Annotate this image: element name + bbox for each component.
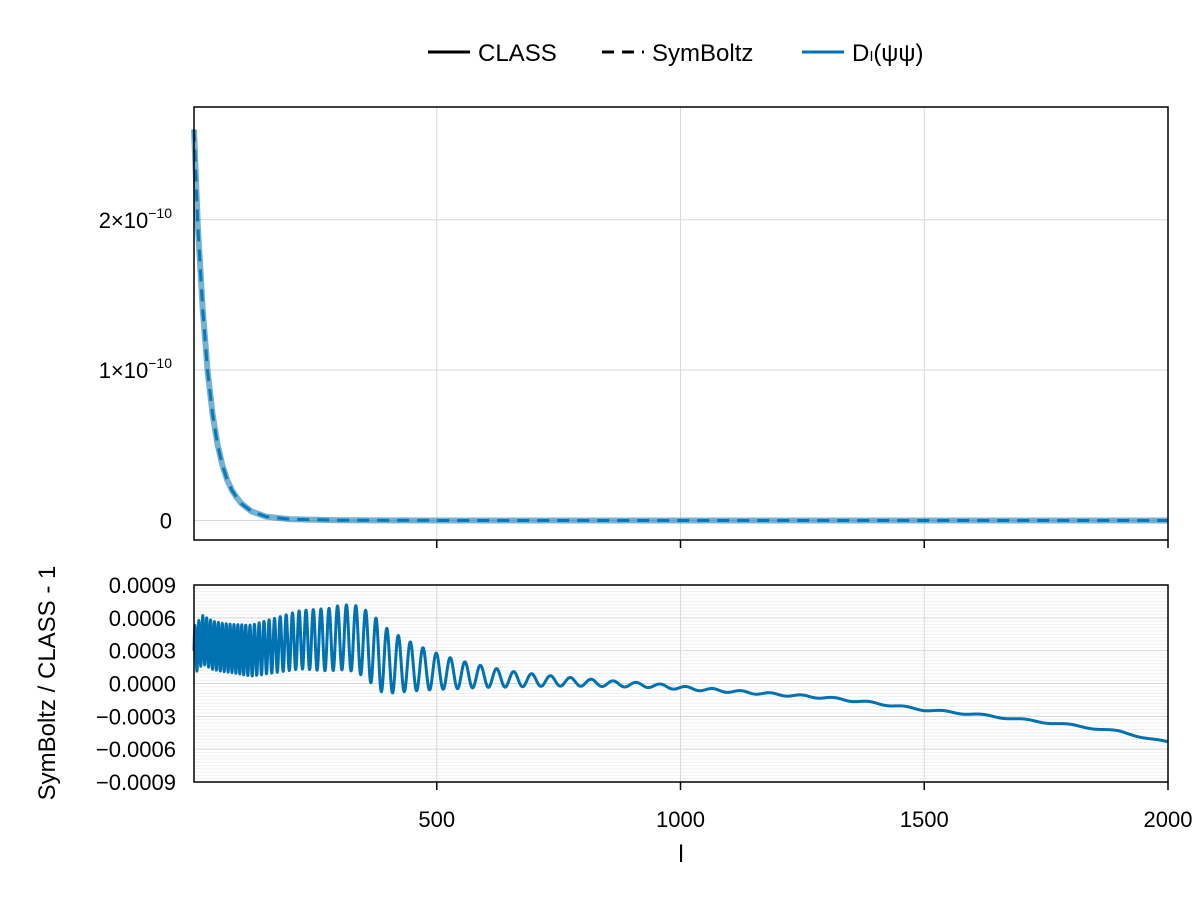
bottom-x-tick-label: 2000 xyxy=(1144,807,1193,832)
legend-label-series: Dₗ(ψψ) xyxy=(852,40,924,67)
top-plot-frame xyxy=(193,106,1169,541)
top-y-tick-label: 1×10−10 xyxy=(99,355,173,383)
bottom-y-tick-label: 0.0009 xyxy=(109,573,176,598)
top-series xyxy=(191,129,1168,524)
bottom-series xyxy=(192,603,1170,744)
bottom-y-tick-label: 0.0003 xyxy=(109,639,176,664)
bottom-y-tick-label: −0.0006 xyxy=(96,737,176,762)
x-axis-label: l xyxy=(678,841,683,868)
bottom-series-line xyxy=(192,603,1170,744)
top-x-tick-marks xyxy=(436,540,1169,548)
legend: CLASS SymBoltz Dₗ(ψψ) xyxy=(428,40,924,67)
bottom-y-tick-label: −0.0003 xyxy=(96,704,176,729)
legend-label-symboltz: SymBoltz xyxy=(652,40,753,67)
top-y-tick-label: 0 xyxy=(160,508,172,533)
bottom-x-tick-label: 1000 xyxy=(656,807,705,832)
y-axis-label: SymBoltz / CLASS - 1 xyxy=(34,566,61,801)
bottom-y-tick-labels: 0.0009 0.0006 0.0003 0.0000 −0.0003 −0.0006 −0… xyxy=(96,573,176,795)
bottom-x-tick-label: 1500 xyxy=(900,807,949,832)
legend-label-class: CLASS xyxy=(478,40,557,67)
bottom-x-tick-label: 500 xyxy=(418,807,455,832)
bottom-x-tick-labels: 500 1000 1500 2000 xyxy=(418,782,1192,832)
top-grid xyxy=(194,107,1169,540)
bottom-y-tick-label: −0.0009 xyxy=(96,770,176,795)
top-series-symboltz-line xyxy=(192,129,1168,522)
top-y-tick-labels: 0 1×10−10 2×10−10 xyxy=(99,205,173,534)
bottom-grid xyxy=(194,584,1169,783)
bottom-y-tick-label: 0.0000 xyxy=(109,672,176,697)
bottom-plot-frame xyxy=(193,584,1169,783)
bottom-y-tick-label: 0.0006 xyxy=(109,606,176,631)
top-y-tick-label: 2×10−10 xyxy=(99,205,173,233)
bottom-panel: 0.0009 0.0006 0.0003 0.0000 −0.0003 −0.0006 −0… xyxy=(34,566,1192,868)
top-panel: 0 1×10−10 2×10−10 xyxy=(99,106,1169,548)
